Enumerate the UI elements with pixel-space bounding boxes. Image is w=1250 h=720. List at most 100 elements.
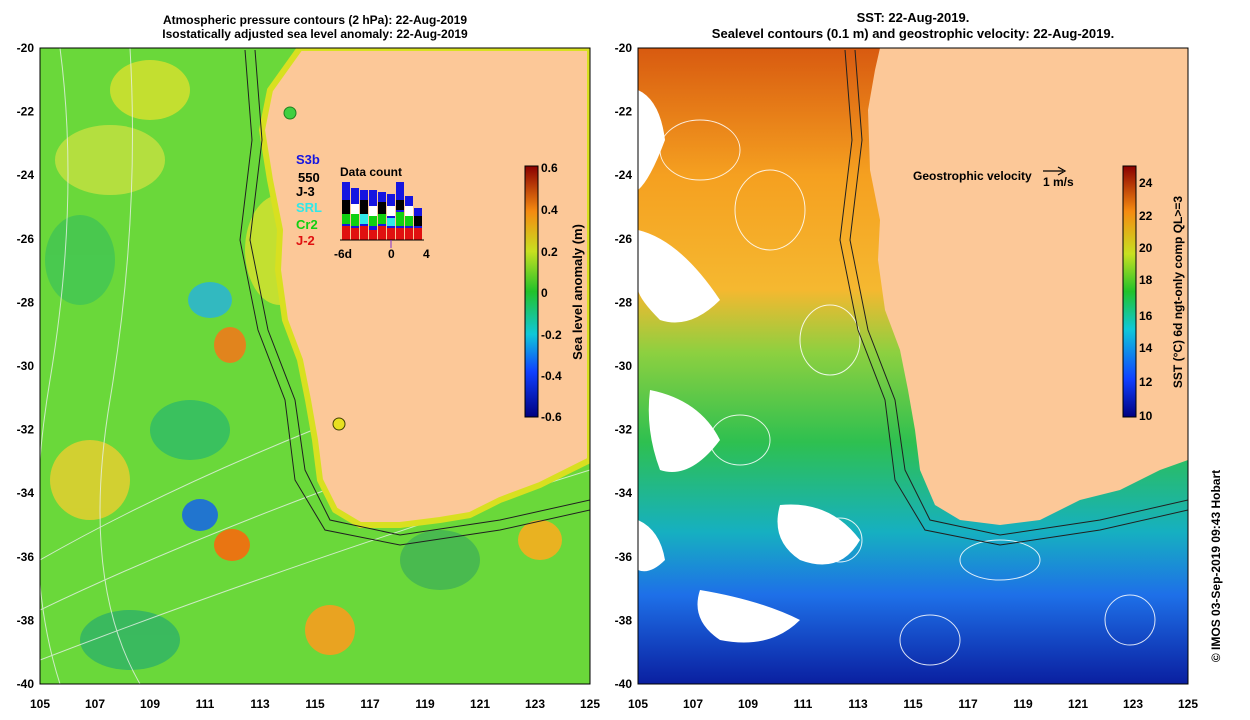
sla-anomaly-blobs — [45, 60, 562, 670]
lat-tick-label: -38 — [17, 613, 35, 627]
lat-tick-label: -26 — [17, 232, 35, 246]
sla-colorbar-title: Sea level anomaly (m) — [570, 224, 585, 360]
sst-colorbar-title: SST (°C) 6d ngt-only comp QL>=3 — [1171, 196, 1185, 388]
sst-colorbar-ticks: 24 22 20 18 16 14 12 10 — [1139, 176, 1153, 423]
sst-colorbar — [1122, 165, 1137, 418]
sla-colorbar — [524, 165, 539, 418]
data-count-axis-label: 0 — [388, 247, 395, 261]
lat-tick-label: -20 — [17, 41, 35, 55]
right-panel-title: SST: 22-Aug-2019. Sealevel contours (0.1… — [638, 10, 1188, 42]
colorbar-tick-label: 10 — [1139, 409, 1153, 423]
tide-gauge-marker — [332, 417, 346, 431]
australia-landmass — [259, 48, 590, 528]
data-count-inset: Data count -6d 0 4 — [334, 165, 430, 261]
lon-tick-label: 125 — [1178, 697, 1198, 711]
lon-tick-label: 115 — [305, 697, 325, 711]
colorbar-tick-label: 0.4 — [541, 203, 558, 217]
colorbar-tick-label: 22 — [1139, 209, 1153, 223]
lon-tick-label: 115 — [903, 697, 923, 711]
mission-label: Cr2 — [296, 217, 318, 232]
mission-label: J-2 — [296, 233, 315, 248]
lon-tick-label: 123 — [1123, 697, 1143, 711]
right-map-frame — [637, 47, 1189, 685]
lon-tick-label: 121 — [1068, 697, 1088, 711]
lat-tick-label: -36 — [615, 550, 633, 564]
lat-tick-label: -24 — [615, 168, 633, 182]
lon-tick-label: 123 — [525, 697, 545, 711]
lon-tick-label: 111 — [196, 697, 215, 711]
colorbar-tick-label: 0.2 — [541, 245, 558, 259]
colorbar-tick-label: -0.2 — [541, 328, 562, 342]
colorbar-tick-label: -0.4 — [541, 369, 562, 383]
mission-label: S3b — [296, 152, 320, 167]
cloud-mask — [638, 90, 860, 643]
lon-tick-label: 111 — [794, 697, 813, 711]
lat-tick-label: -28 — [615, 295, 633, 309]
bathymetry-contours-sst — [839, 49, 1188, 546]
lat-tick-label: -40 — [17, 677, 35, 691]
velocity-arrow-icon — [1043, 166, 1067, 176]
velocity-scale: 1 m/s — [1043, 175, 1074, 189]
lon-tick-label: 117 — [958, 697, 978, 711]
lon-tick-label: 121 — [470, 697, 490, 711]
left-title-line2: Isostatically adjusted sea level anomaly… — [162, 27, 468, 41]
right-map — [638, 48, 1188, 684]
imos-credit: © IMOS 03-Sep-2019 09:43 Hobart — [1209, 470, 1223, 662]
right-lat-ticks: -20 -22 -24 -26 -28 -30 -32 -34 -36 -38 -40 — [615, 41, 633, 691]
right-title-line1: SST: 22-Aug-2019. — [856, 10, 970, 25]
lat-tick-label: -36 — [17, 550, 35, 564]
colorbar-tick-label: 0 — [541, 286, 548, 300]
lon-tick-label: 105 — [30, 697, 50, 711]
lon-tick-label: 119 — [1013, 697, 1033, 711]
colorbar-tick-label: 16 — [1139, 309, 1153, 323]
lon-tick-label: 119 — [415, 697, 435, 711]
lat-tick-label: -24 — [17, 168, 35, 182]
data-count-title: Data count — [340, 165, 402, 179]
lon-tick-label: 117 — [360, 697, 380, 711]
left-panel-title: Atmospheric pressure contours (2 hPa): 2… — [40, 13, 590, 41]
colorbar-tick-label: 24 — [1139, 176, 1153, 190]
australia-landmass-sst — [868, 48, 1188, 525]
lat-tick-label: -34 — [17, 486, 35, 500]
mission-legend: S3b 550 J-3 SRL Cr2 J-2 — [296, 152, 322, 248]
lat-tick-label: -38 — [615, 613, 633, 627]
lon-tick-label: 107 — [85, 697, 105, 711]
velocity-label: Geostrophic velocity — [913, 169, 1032, 183]
mission-label: SRL — [296, 200, 322, 215]
lon-tick-label: 109 — [140, 697, 160, 711]
lon-tick-label: 125 — [580, 697, 600, 711]
colorbar-tick-label: -0.6 — [541, 410, 562, 424]
right-title-line2: Sealevel contours (0.1 m) and geostrophi… — [711, 26, 1115, 41]
lat-tick-label: -26 — [615, 232, 633, 246]
sla-colorbar-ticks: 0.6 0.4 0.2 0 -0.2 -0.4 -0.6 — [541, 161, 562, 424]
lat-tick-label: -32 — [17, 423, 35, 437]
lat-tick-label: -28 — [17, 295, 35, 309]
data-count-bars — [342, 182, 422, 240]
colorbar-tick-label: 0.6 — [541, 161, 558, 175]
sealevel-contours — [659, 119, 1156, 666]
left-title-line1: Atmospheric pressure contours (2 hPa): 2… — [162, 13, 468, 27]
lat-tick-label: -30 — [615, 359, 633, 373]
mission-label: J-3 — [296, 184, 315, 199]
right-lon-ticks: 105 107 109 111 113 115 117 119 121 123 125 — [628, 697, 1198, 711]
colorbar-tick-label: 12 — [1139, 375, 1153, 389]
lon-tick-label: 105 — [628, 697, 648, 711]
data-count-axis-label: -6d — [334, 247, 352, 261]
mission-label: 550 — [298, 170, 320, 185]
lat-tick-label: -32 — [615, 423, 633, 437]
lon-tick-label: 113 — [848, 697, 868, 711]
lat-tick-label: -22 — [615, 105, 633, 119]
left-lat-ticks: -20 -22 -24 -26 -28 -30 -32 -34 -36 -38 -40 — [17, 41, 35, 691]
lat-tick-label: -20 — [615, 41, 633, 55]
left-map — [40, 48, 590, 684]
lat-tick-label: -22 — [17, 105, 35, 119]
lon-tick-label: 107 — [683, 697, 703, 711]
data-count-axis-label: 4 — [423, 247, 430, 261]
colorbar-tick-label: 20 — [1139, 241, 1153, 255]
lon-tick-label: 109 — [738, 697, 758, 711]
colorbar-tick-label: 18 — [1139, 273, 1153, 287]
colorbar-tick-label: 14 — [1139, 341, 1153, 355]
tide-gauge-marker — [283, 106, 297, 120]
left-lon-ticks: 105 107 109 111 113 115 117 119 121 123 125 — [30, 697, 600, 711]
